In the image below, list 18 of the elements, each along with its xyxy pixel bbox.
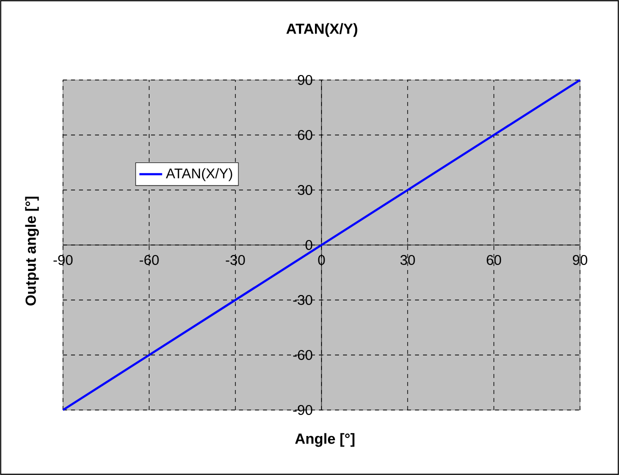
x-tick-label: -60 xyxy=(140,255,159,265)
x-tick-label: 0 xyxy=(318,255,325,265)
y-tick-label: -90 xyxy=(293,405,312,415)
x-tick-label: 60 xyxy=(486,255,502,265)
y-tick-label: -30 xyxy=(293,295,312,305)
y-tick-label: 60 xyxy=(298,130,312,140)
y-tick-label: 90 xyxy=(298,75,312,85)
chart-title: ATAN(X/Y) xyxy=(286,23,358,37)
legend-label: ATAN(X/Y) xyxy=(166,168,232,182)
y-tick-label: -60 xyxy=(293,350,312,360)
x-tick-label: 90 xyxy=(572,255,588,265)
y-tick-label: 0 xyxy=(306,240,312,250)
x-tick-label: -90 xyxy=(54,255,73,265)
y-axis-title: Output angle [°] xyxy=(25,196,39,306)
y-tick-label: 30 xyxy=(298,185,312,195)
x-axis-title: Angle [°] xyxy=(295,433,354,447)
x-tick-label: -30 xyxy=(226,255,245,265)
x-tick-label: 30 xyxy=(400,255,415,265)
